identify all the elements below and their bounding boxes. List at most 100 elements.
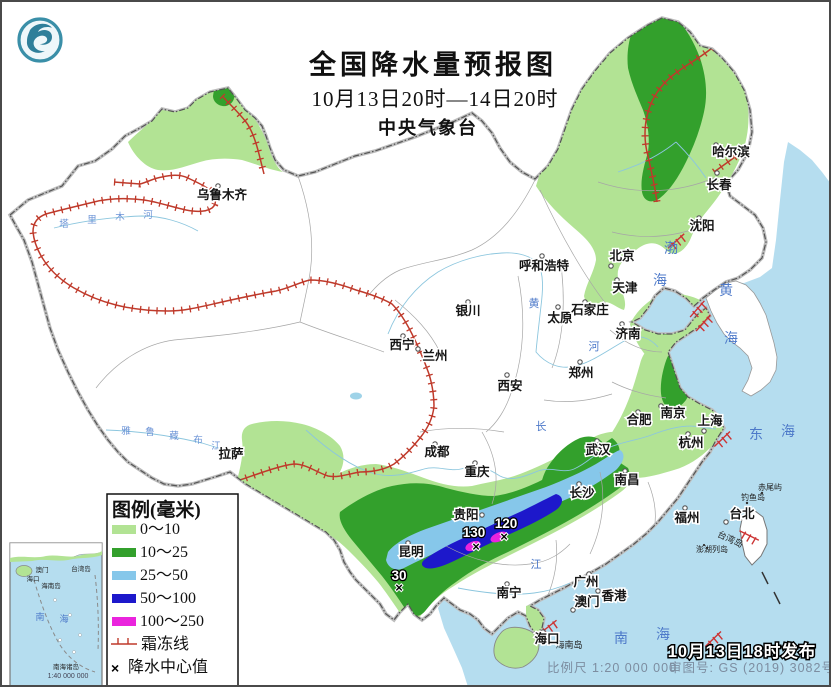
city-xining: 西宁 — [388, 333, 416, 354]
city-dot — [576, 481, 582, 487]
frost-lines — [29, 45, 745, 484]
city-label: 济南 — [615, 326, 641, 341]
island-label-diaoyu: 钓鱼岛 — [741, 492, 765, 502]
city-label: 天津 — [612, 280, 638, 295]
city-nanjing: 南京 — [658, 403, 687, 422]
city-label: 西宁 — [389, 337, 414, 352]
city-label: 南宁 — [496, 585, 521, 600]
city-dot — [504, 372, 510, 378]
city-dot — [472, 460, 478, 466]
inset-hainan — [15, 565, 33, 577]
river-label-yellow-river: 河 — [589, 340, 600, 353]
city-label: 香港 — [600, 588, 627, 603]
city-label: 拉萨 — [218, 446, 244, 461]
map-scale: 比例尺 1:20 000 000 — [547, 661, 677, 675]
legend-item-label: 25～50 — [140, 567, 188, 584]
city-dot — [635, 409, 641, 415]
inset-label-taiwandao: 台湾岛 — [71, 564, 91, 573]
inset-sea-label: 海 — [59, 613, 68, 624]
city-dot — [696, 215, 702, 221]
city-wuhan: 武汉 — [584, 438, 612, 459]
city-dot — [682, 505, 688, 511]
city-shenyang: 沈阳 — [688, 215, 716, 235]
sea-label-south-china-sea-2: 海 — [656, 627, 670, 643]
city-dot — [714, 170, 720, 176]
river-label-yarlung: 江 — [211, 441, 221, 452]
river-label-yarlung: 藏 — [169, 430, 179, 442]
korea-peninsula — [705, 280, 778, 397]
legend-swatch-50-100 — [112, 594, 136, 603]
city-dot — [723, 519, 729, 525]
city-dot — [465, 299, 471, 305]
inset-island-dots — [53, 598, 82, 654]
sea-label-yellow-sea: 黄 — [719, 282, 733, 299]
city-label: 长春 — [706, 177, 732, 192]
inset-dash-line — [94, 574, 99, 651]
city-label: 郑州 — [568, 365, 593, 380]
city-dot — [586, 571, 592, 577]
city-taipei: 台北 — [723, 505, 756, 525]
river-label-yarlung: 雅 — [121, 425, 131, 437]
city-dot — [400, 333, 406, 339]
inset-sea-label: 南 — [35, 611, 44, 622]
legend-item-label: 50～100 — [140, 590, 196, 607]
legend-item-label: 100～250 — [140, 613, 204, 630]
city-dot — [415, 346, 421, 352]
city-tianjin: 天津 — [611, 277, 639, 297]
cma-logo — [17, 17, 63, 63]
city-dot — [479, 512, 485, 518]
precip-100-250 — [465, 531, 508, 552]
river-label-tarim: 河 — [143, 209, 153, 221]
city-dot — [540, 629, 546, 635]
city-nanchang: 南昌 — [613, 468, 641, 489]
inset-label-nanhai-islands: 南海诸岛 — [53, 662, 79, 671]
city-label: 哈尔滨 — [712, 144, 750, 159]
city-dot — [713, 142, 719, 148]
city-label: 澳门 — [574, 594, 599, 609]
city-lhasa: 拉萨 — [217, 445, 246, 463]
sea-label-yellow-sea-2: 海 — [724, 331, 738, 347]
city-label: 呼和浩特 — [519, 258, 570, 273]
legend-center-value-label: 降水中心值 — [128, 658, 208, 676]
sea-labels: 渤 海 黄 海 东 海 南 海 — [614, 241, 795, 647]
river-label-tarim: 里 — [87, 215, 97, 226]
inset-dash-line — [33, 579, 96, 673]
legend-frost-line-label: 霜冻线 — [141, 635, 189, 653]
city-macau: 澳门 — [570, 593, 601, 613]
sea-label-east-china-sea-2: 海 — [781, 424, 795, 440]
city-chengdu: 成都 — [423, 441, 451, 461]
city-guiyang: 贵阳 — [452, 506, 485, 524]
precip-center-x-mark: × — [472, 539, 480, 554]
city-label: 石家庄 — [570, 302, 609, 317]
city-label: 西安 — [497, 378, 522, 393]
city-kunming: 昆明 — [397, 540, 425, 561]
city-label: 沈阳 — [689, 218, 714, 233]
city-dot — [614, 277, 620, 283]
city-harbin: 哈尔滨 — [711, 142, 752, 161]
city-label: 乌鲁木齐 — [197, 187, 248, 202]
city-dot — [577, 359, 583, 365]
city-dot — [594, 438, 600, 444]
legend: 图例(毫米) 0～10 10～25 25～50 50～100 100～250 霜… — [106, 493, 239, 687]
sea-label-bohai-2: 海 — [653, 273, 667, 289]
inset-label-hainandao: 海南岛 — [41, 581, 61, 590]
precip-center-value-120: 120 — [495, 516, 518, 531]
precip-25-50 — [386, 450, 624, 570]
city-dot — [504, 581, 510, 587]
map-title: 全国降水量预报图 — [308, 49, 557, 80]
river-label-yangtze: 江 — [531, 558, 542, 571]
city-dot — [432, 441, 438, 447]
city-dot — [685, 431, 691, 437]
legend-swatch-0-10 — [112, 525, 136, 534]
city-dot — [658, 403, 664, 409]
city-changsha: 长沙 — [568, 481, 596, 502]
city-dot — [582, 299, 588, 305]
rivers — [53, 141, 717, 595]
city-zhengzhou: 郑州 — [567, 359, 595, 382]
inset-coast-green — [10, 551, 102, 562]
map-approval-number: 审图号: GS (2019) 3082号 — [669, 660, 831, 675]
legend-item-label: 0～10 — [140, 521, 180, 538]
